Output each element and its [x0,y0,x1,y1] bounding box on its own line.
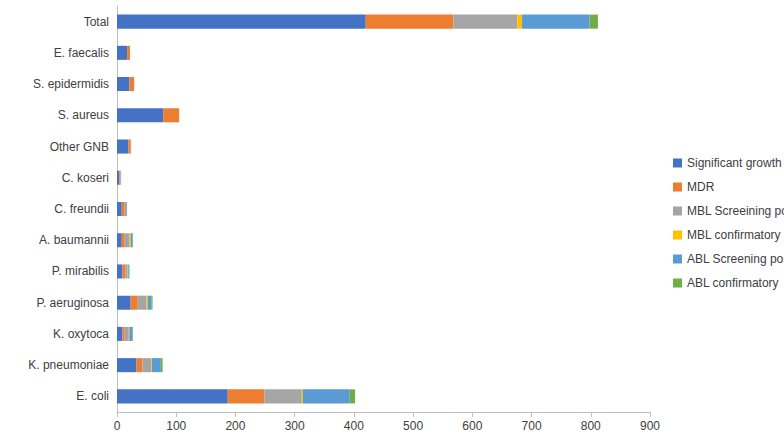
svg-text:200: 200 [225,419,245,433]
svg-text:E. coli: E. coli [76,389,109,403]
svg-text:A. baumannii: A. baumannii [39,233,109,247]
svg-text:P. mirabilis: P. mirabilis [52,264,109,278]
svg-text:MDR: MDR [687,180,715,194]
svg-text:K. oxytoca: K. oxytoca [53,327,109,341]
svg-text:P. aeruginosa: P. aeruginosa [36,296,109,310]
svg-text:Other GNB: Other GNB [50,140,109,154]
svg-text:MBL confirmatory: MBL confirmatory [687,228,781,242]
svg-text:100: 100 [166,419,186,433]
svg-text:C. koseri: C. koseri [62,171,109,185]
svg-text:Significant growth: Significant growth [687,156,782,170]
svg-text:E. faecalis: E. faecalis [54,46,109,60]
svg-text:500: 500 [403,419,423,433]
svg-text:ABL confirmatory: ABL confirmatory [687,276,779,290]
svg-text:300: 300 [285,419,305,433]
svg-text:S. aureus: S. aureus [58,108,109,122]
svg-text:0: 0 [114,419,121,433]
svg-text:800: 800 [581,419,601,433]
svg-text:700: 700 [522,419,542,433]
svg-text:400: 400 [344,419,364,433]
svg-text:600: 600 [462,419,482,433]
svg-text:C. freundii: C. freundii [54,202,109,216]
svg-text:MBL Screeining positive: MBL Screeining positive [687,204,784,218]
svg-text:Total: Total [84,15,109,29]
svg-text:900: 900 [640,419,660,433]
svg-text:S. epidermidis: S. epidermidis [33,77,109,91]
svg-text:K. pneumoniae: K. pneumoniae [28,358,109,372]
svg-text:ABL Screening positive: ABL Screening positive [687,252,784,266]
